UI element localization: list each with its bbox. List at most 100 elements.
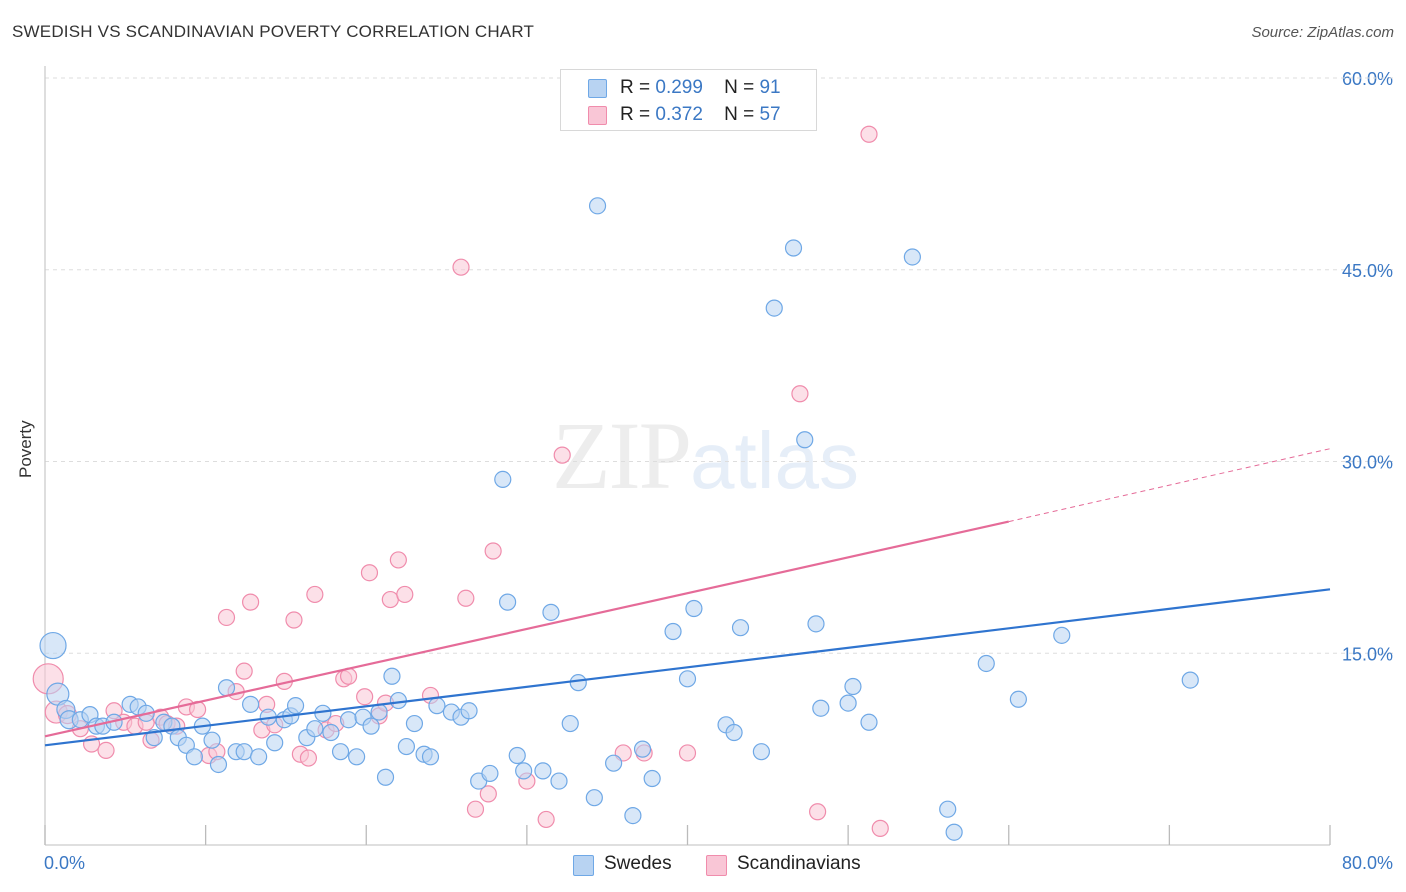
swedes-point <box>481 764 499 783</box>
swedes-point <box>903 248 921 266</box>
swedes-point <box>633 740 652 758</box>
swedes-point <box>569 674 587 692</box>
swedes-point <box>939 800 957 818</box>
bottom-legend-label-scandinavians: Scandinavians <box>737 853 861 874</box>
swedes-point <box>678 670 697 688</box>
scandinavians-point <box>860 125 878 143</box>
scandinavians-point <box>809 803 827 821</box>
swedes-point <box>494 470 512 488</box>
scandinavians-point <box>396 585 414 604</box>
legend-r-value-swedes: 0.299 <box>655 77 703 98</box>
scandinavians-point <box>389 551 407 569</box>
swedes-point <box>784 239 803 257</box>
legend-r-label: R = <box>620 77 651 98</box>
swedes-point <box>242 695 260 713</box>
y-tick-label: 15.0% <box>1342 644 1393 664</box>
scandinavians-point <box>285 611 303 629</box>
bottom-legend-label-swedes: Swedes <box>604 853 672 874</box>
scandinavians-point <box>299 749 318 767</box>
scandinavians-point <box>235 662 253 680</box>
swedes-point <box>752 743 770 761</box>
swedes-point <box>266 734 284 752</box>
scandinavians-trend-extension <box>1008 448 1331 523</box>
swedes-point <box>731 619 750 637</box>
scandinavians-point <box>360 564 379 582</box>
swedes-point <box>331 743 350 761</box>
swedes-point <box>1009 690 1027 708</box>
scandinavians-trend-line <box>44 520 1009 738</box>
swedes-point <box>185 748 203 766</box>
scandinavians-point <box>242 593 260 611</box>
scandinavians-point <box>217 608 236 627</box>
swedes-point <box>812 699 830 717</box>
swedes-point <box>977 654 995 673</box>
legend-r-label: R = <box>620 104 651 125</box>
swedes-point <box>235 743 253 761</box>
swedes-point <box>250 748 268 766</box>
swedes-point <box>588 197 607 215</box>
swedes-point <box>685 599 703 618</box>
swedes-point <box>550 772 568 790</box>
swedes-point <box>585 789 603 807</box>
scandinavians-point <box>306 585 324 604</box>
scandinavians-point <box>356 688 374 706</box>
swedes-point <box>643 769 661 788</box>
swedes-point <box>796 431 814 449</box>
legend-n-label: N = <box>724 104 755 125</box>
x-tick-label-max: 80.0% <box>1342 853 1393 873</box>
scandinavians-point <box>871 819 889 837</box>
swedes-point <box>725 723 743 742</box>
swedes-point <box>860 713 878 731</box>
scandinavians-point <box>678 744 697 762</box>
scandinavians-point <box>457 589 475 607</box>
swedes-point <box>322 723 340 742</box>
swedes-point <box>534 762 552 780</box>
swedes-point <box>605 754 623 772</box>
watermark-atlas: atlas <box>690 416 859 505</box>
bottom-legend-swatch-scandinavians <box>706 855 727 876</box>
swedes-point <box>209 755 228 774</box>
swedes-point <box>844 677 862 696</box>
legend-n-label: N = <box>724 77 755 98</box>
swedes-point <box>624 806 642 825</box>
swedes-point <box>1181 671 1199 689</box>
legend-swatch-scandinavians <box>588 106 607 125</box>
swedes-point <box>1053 626 1071 644</box>
swedes-point <box>945 823 963 841</box>
swedes-point <box>203 731 221 749</box>
swedes-point <box>397 737 416 756</box>
swedes-point <box>376 768 395 786</box>
swedes-trend-line <box>44 588 1331 747</box>
swedes-point <box>217 679 236 697</box>
bottom-legend-swatch-swedes <box>573 855 594 876</box>
scandinavians-point <box>452 258 470 276</box>
chart-title: SWEDISH VS SCANDINAVIAN POVERTY CORRELAT… <box>12 22 535 41</box>
watermark: ZIPatlas <box>552 400 859 511</box>
swedes-point <box>765 299 783 317</box>
legend-swatch-swedes <box>588 79 607 98</box>
legend-box: R = 0.299 N = 91 R = 0.372 N = 57 <box>560 69 817 131</box>
watermark-zip: ZIP <box>552 402 692 509</box>
scandinavians-point <box>484 542 502 560</box>
swedes-point <box>515 762 533 780</box>
swedes-point <box>39 631 67 660</box>
scandinavians-point <box>537 810 555 829</box>
swedes-point <box>421 748 440 766</box>
swedes-point <box>405 714 424 733</box>
swedes-point <box>460 702 478 720</box>
scandinavians-point <box>479 785 497 803</box>
swedes-point <box>508 746 526 765</box>
swedes-point <box>664 622 682 641</box>
scandinavians-point <box>553 446 571 464</box>
x-tick-label-min: 0.0% <box>44 853 85 873</box>
swedes-point <box>362 717 380 735</box>
swedes-point <box>286 697 305 715</box>
bottom-legend: Swedes Scandinavians <box>0 853 1406 877</box>
swedes-point <box>839 694 857 712</box>
swedes-point <box>499 593 517 611</box>
swedes-point <box>389 691 407 710</box>
chart-source: Source: ZipAtlas.com <box>1251 24 1394 41</box>
scandinavians-point <box>466 800 485 818</box>
legend-n-value-scandinavians: 57 <box>759 104 781 125</box>
